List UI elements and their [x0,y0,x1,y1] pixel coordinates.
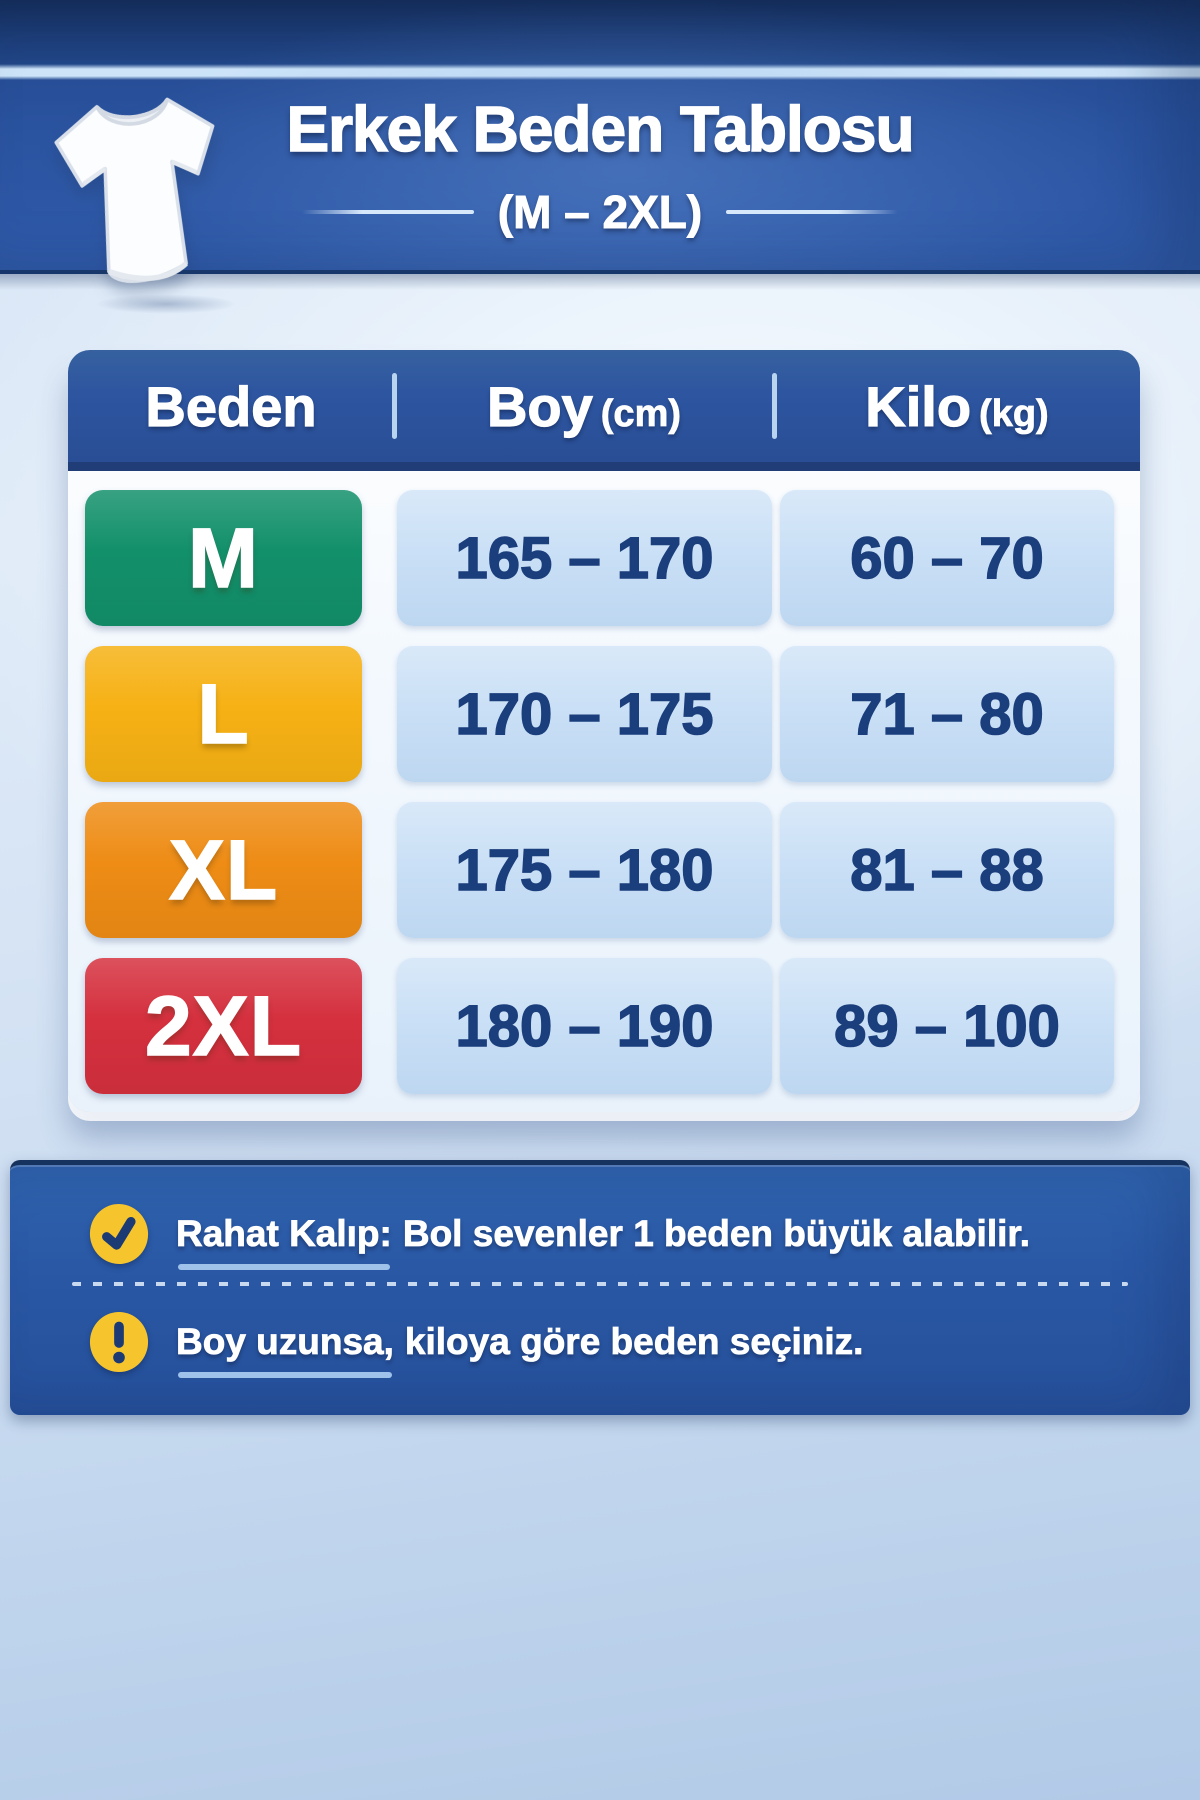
header-banner-shadow [0,274,1200,290]
tshirt-shadow [66,290,266,318]
header-titles: Erkek Beden Tablosu (M – 2XL) [150,93,1050,239]
dashed-divider [72,1282,1128,1286]
height-range-cell: 170 – 175 [397,646,772,782]
table-row-l: L 170 – 175 71 – 80 [85,646,1114,782]
size-table-header: Beden Boy (cm) Kilo (kg) [68,350,1140,471]
check-icon [89,1203,149,1265]
table-row-2xl: 2XL 180 – 190 89 – 100 [85,958,1114,1094]
table-row-xl: XL 175 – 180 81 – 88 [85,802,1114,938]
note-text: Boy uzunsa, kiloya göre beden seçiniz. [176,1321,864,1378]
weight-range-cell: 81 – 88 [780,802,1114,938]
notes-band: Rahat Kalıp: Bol sevenler 1 beden büyük a… [10,1160,1190,1415]
column-unit: (cm) [600,392,682,435]
weight-range-cell: 60 – 70 [780,490,1114,626]
column-label: Beden [145,374,317,438]
note-rest: kiloya göre beden seçiniz. [404,1321,864,1363]
note-lead: Rahat Kalıp: [176,1213,392,1270]
subtitle-left-line [301,210,474,215]
weight-range-cell: 71 – 80 [780,646,1114,782]
page-title: Erkek Beden Tablosu [286,93,916,165]
height-range-cell: 175 – 180 [397,802,772,938]
note-height-advice: Boy uzunsa, kiloya göre beden seçiniz. [88,1297,1166,1387]
subtitle-right-line [726,210,899,215]
note-text: Rahat Kalıp: Bol sevenler 1 beden büyük a… [176,1213,1031,1270]
column-label: Kilo [865,374,972,438]
height-range-cell: 180 – 190 [397,958,772,1094]
size-badge: L [85,646,362,782]
size-badge: XL [85,802,362,938]
size-table-card: Beden Boy (cm) Kilo (kg) M 165 – 170 60 – … [68,350,1140,1112]
column-label: Boy [486,374,593,438]
note-comfort-fit: Rahat Kalıp: Bol sevenler 1 beden büyük a… [88,1189,1166,1279]
header-divider [772,373,777,439]
table-row-m: M 165 – 170 60 – 70 [85,490,1114,626]
size-badge: 2XL [85,958,362,1094]
column-unit: (kg) [979,392,1049,435]
exclamation-icon [89,1311,149,1373]
size-badge: M [85,490,362,626]
note-rest: Bol sevenler 1 beden büyük alabilir. [402,1213,1031,1255]
column-header-kilo: Kilo (kg) [774,374,1140,439]
page-subtitle: (M – 2XL) [497,186,703,239]
tshirt-icon [54,97,215,283]
note-lead: Boy uzunsa, [176,1321,394,1378]
weight-range-cell: 89 – 100 [780,958,1114,1094]
column-header-boy: Boy (cm) [394,374,774,439]
page-subtitle-row: (M – 2XL) [150,185,1050,239]
header-divider [392,373,397,439]
column-header-beden: Beden [68,374,394,439]
height-range-cell: 165 – 170 [397,490,772,626]
size-table-body: M 165 – 170 60 – 70 L 170 – 175 71 – 80 … [85,490,1114,1114]
